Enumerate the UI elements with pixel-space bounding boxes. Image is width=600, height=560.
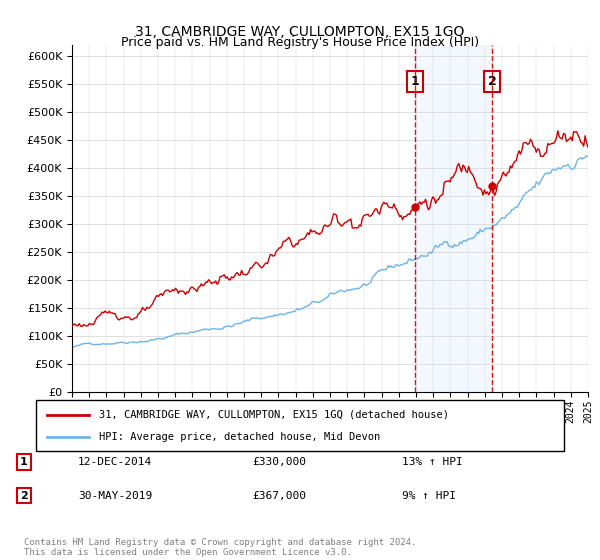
- Text: £330,000: £330,000: [252, 457, 306, 467]
- Text: Price paid vs. HM Land Registry's House Price Index (HPI): Price paid vs. HM Land Registry's House …: [121, 36, 479, 49]
- Text: 30-MAY-2019: 30-MAY-2019: [78, 491, 152, 501]
- Text: 2: 2: [20, 491, 28, 501]
- Text: 1: 1: [411, 74, 419, 88]
- Text: 13% ↑ HPI: 13% ↑ HPI: [402, 457, 463, 467]
- Text: HPI: Average price, detached house, Mid Devon: HPI: Average price, detached house, Mid …: [100, 432, 380, 442]
- FancyBboxPatch shape: [36, 400, 564, 451]
- Text: 31, CAMBRIDGE WAY, CULLOMPTON, EX15 1GQ: 31, CAMBRIDGE WAY, CULLOMPTON, EX15 1GQ: [136, 25, 464, 39]
- Text: 9% ↑ HPI: 9% ↑ HPI: [402, 491, 456, 501]
- Text: Contains HM Land Registry data © Crown copyright and database right 2024.
This d: Contains HM Land Registry data © Crown c…: [24, 538, 416, 557]
- Bar: [415, 45, 492, 392]
- Text: £367,000: £367,000: [252, 491, 306, 501]
- Text: 12-DEC-2014: 12-DEC-2014: [78, 457, 152, 467]
- Text: 2: 2: [488, 74, 496, 88]
- Text: 31, CAMBRIDGE WAY, CULLOMPTON, EX15 1GQ (detached house): 31, CAMBRIDGE WAY, CULLOMPTON, EX15 1GQ …: [100, 409, 449, 419]
- Text: 1: 1: [20, 457, 28, 467]
